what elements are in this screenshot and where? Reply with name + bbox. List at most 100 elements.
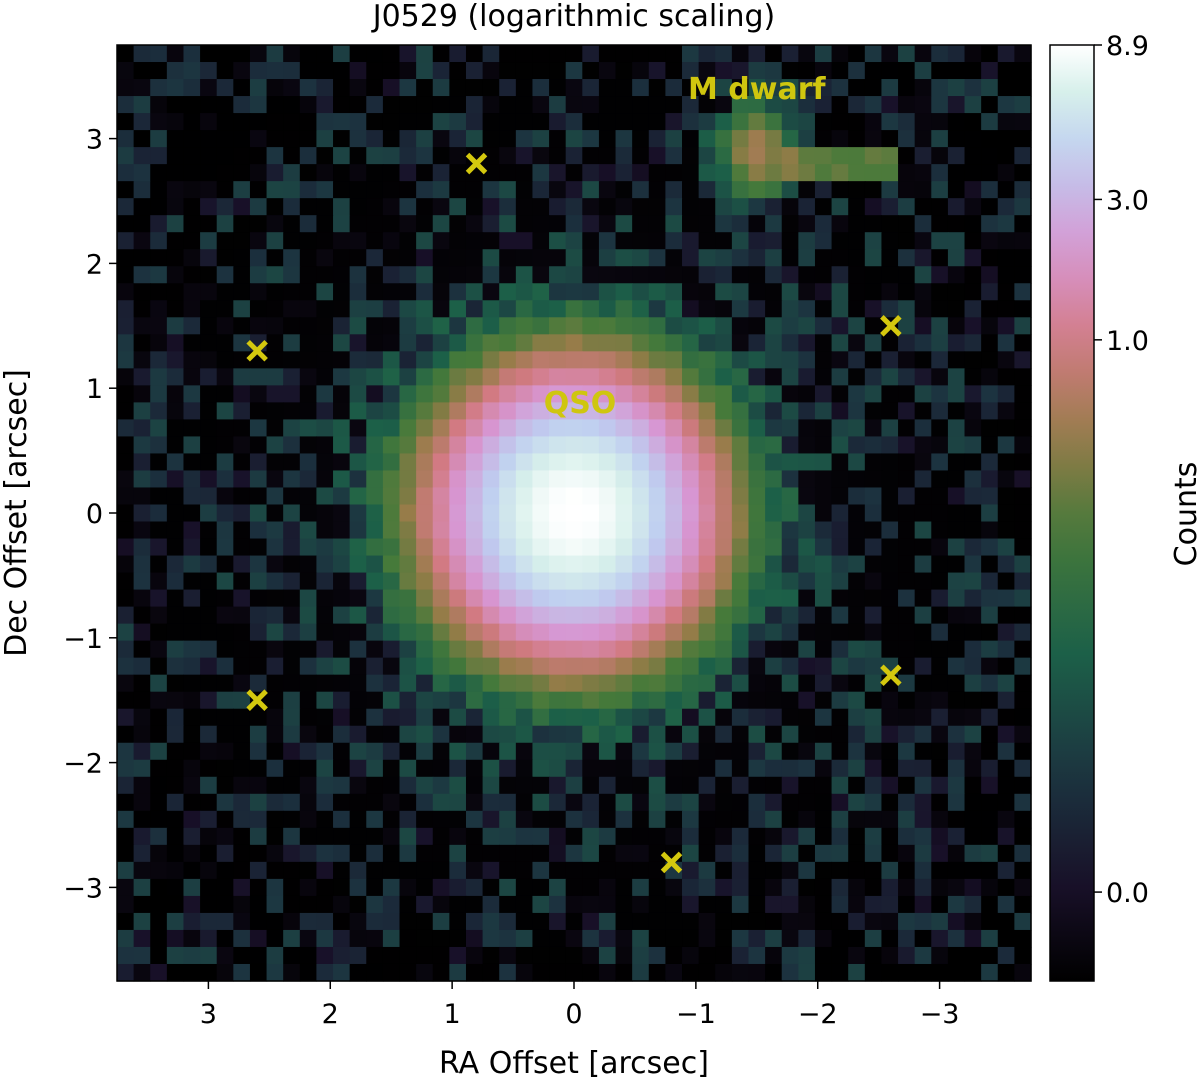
heatmap-cell: [133, 368, 151, 386]
heatmap-cell: [848, 572, 866, 591]
heatmap-cell: [931, 572, 949, 591]
heatmap-cell: [249, 589, 268, 608]
heatmap-cell: [582, 215, 600, 233]
heatmap-cell: [665, 181, 683, 199]
heatmap-cell: [947, 487, 966, 506]
heatmap-cell: [748, 538, 766, 557]
heatmap-cell: [549, 215, 567, 233]
heatmap-cell: [648, 266, 666, 284]
heatmap-cell: [648, 606, 666, 625]
heatmap-cell: [432, 640, 450, 659]
heatmap-cell: [632, 725, 650, 744]
heatmap-cell: [914, 351, 932, 369]
heatmap-cell: [382, 878, 401, 897]
heatmap-cell: [748, 810, 766, 829]
heatmap-cell: [349, 130, 367, 148]
heatmap-cell: [465, 487, 484, 506]
heatmap-cell: [432, 946, 450, 965]
heatmap-cell: [349, 232, 367, 250]
heatmap-cell: [765, 215, 783, 233]
heatmap-cell: [831, 351, 849, 369]
heatmap-cell: [499, 589, 517, 608]
heatmap-cell: [914, 538, 932, 557]
heatmap-cell: [482, 742, 500, 761]
heatmap-cell: [399, 249, 417, 267]
heatmap-cell: [117, 538, 135, 557]
heatmap-cell: [731, 895, 750, 914]
heatmap-cell: [831, 963, 849, 982]
heatmap-cell: [1014, 878, 1032, 897]
heatmap-cell: [731, 674, 750, 693]
heatmap-cell: [399, 912, 417, 931]
heatmap-cell: [848, 929, 866, 948]
heatmap-cell: [449, 521, 467, 540]
heatmap-cell: [150, 589, 168, 608]
heatmap-cell: [249, 572, 268, 591]
heatmap-cell: [565, 861, 583, 880]
heatmap-cell: [798, 62, 816, 80]
heatmap-cell: [515, 946, 534, 965]
heatmap-cell: [831, 181, 849, 199]
heatmap-cell: [316, 232, 334, 250]
heatmap-cell: [715, 79, 733, 97]
heatmap-cell: [598, 725, 617, 744]
heatmap-cell: [665, 436, 683, 455]
heatmap-cell: [399, 776, 417, 795]
heatmap-cell: [283, 266, 301, 284]
heatmap-cell: [781, 878, 799, 897]
heatmap-cell: [931, 317, 949, 335]
heatmap-cell: [682, 555, 700, 574]
heatmap-cell: [814, 164, 833, 182]
heatmap-cell: [449, 742, 467, 761]
heatmap-cell: [931, 521, 949, 540]
heatmap-cell: [798, 657, 816, 676]
heatmap-cell: [382, 300, 401, 318]
heatmap-cell: [947, 249, 966, 267]
heatmap-cell: [831, 810, 849, 829]
heatmap-cell: [316, 946, 334, 965]
heatmap-cell: [665, 657, 683, 676]
heatmap-cell: [665, 572, 683, 591]
heatmap-cell: [781, 470, 799, 489]
heatmap-cell: [465, 198, 484, 216]
heatmap-cell: [117, 725, 135, 744]
heatmap-cell: [166, 283, 185, 301]
heatmap-cell: [117, 827, 135, 846]
heatmap-cell: [748, 759, 766, 778]
heatmap-cell: [997, 878, 1015, 897]
heatmap-cell: [283, 725, 301, 744]
heatmap-cell: [499, 657, 517, 676]
heatmap-cell: [648, 691, 666, 710]
heatmap-cell: [947, 96, 966, 114]
heatmap-cell: [266, 572, 284, 591]
heatmap-cell: [499, 453, 517, 472]
heatmap-cell: [582, 827, 600, 846]
heatmap-cell: [665, 45, 683, 63]
heatmap-cell: [898, 351, 916, 369]
heatmap-cell: [449, 215, 467, 233]
x-marker: [465, 152, 488, 175]
heatmap-cell: [615, 96, 633, 114]
heatmap-cell: [997, 555, 1015, 574]
heatmap-cell: [465, 96, 484, 114]
heatmap-cell: [266, 249, 284, 267]
heatmap-cell: [117, 300, 135, 318]
heatmap-cell: [731, 402, 750, 420]
heatmap-cell: [416, 147, 434, 165]
heatmap-cell: [333, 878, 351, 897]
heatmap-cell: [914, 334, 932, 352]
heatmap-cell: [166, 402, 185, 420]
heatmap-cell: [482, 912, 500, 931]
heatmap-cell: [499, 742, 517, 761]
heatmap-cell: [200, 844, 218, 863]
heatmap-cell: [133, 878, 151, 897]
heatmap-cell: [997, 793, 1015, 812]
heatmap-cell: [482, 929, 500, 948]
heatmap-cell: [565, 572, 583, 591]
heatmap-cell: [665, 147, 683, 165]
heatmap-cell: [682, 368, 700, 386]
heatmap-cell: [848, 317, 866, 335]
heatmap-cell: [582, 232, 600, 250]
heatmap-cell: [715, 810, 733, 829]
heatmap-cell: [349, 113, 367, 131]
